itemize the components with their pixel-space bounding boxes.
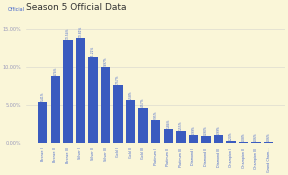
Text: 5.58%: 5.58% <box>129 90 133 100</box>
Text: 7.57%: 7.57% <box>116 75 120 85</box>
Bar <box>176 131 185 143</box>
Bar <box>239 142 248 143</box>
Bar <box>226 141 236 143</box>
Text: 0.99%: 0.99% <box>217 125 221 135</box>
Bar <box>88 57 98 143</box>
Text: 8.74%: 8.74% <box>53 66 57 76</box>
Bar <box>76 38 85 143</box>
Bar <box>51 76 60 143</box>
Text: 0.06%: 0.06% <box>267 132 271 142</box>
Bar <box>63 40 73 143</box>
Text: Official: Official <box>8 7 25 12</box>
Text: 2.95%: 2.95% <box>154 110 158 120</box>
Bar <box>189 135 198 143</box>
Bar <box>126 100 135 143</box>
Text: 0.08%: 0.08% <box>242 132 246 142</box>
Text: 0.99%: 0.99% <box>192 125 196 135</box>
Bar <box>38 102 48 143</box>
Text: 0.20%: 0.20% <box>229 131 233 141</box>
Text: 0.90%: 0.90% <box>204 125 208 135</box>
Text: 9.97%: 9.97% <box>103 57 107 66</box>
Bar <box>201 136 211 143</box>
Bar <box>101 67 110 143</box>
Text: 0.06%: 0.06% <box>254 132 258 142</box>
Text: 5.41%: 5.41% <box>41 91 45 101</box>
Bar <box>251 142 261 143</box>
Text: 13.81%: 13.81% <box>78 26 82 37</box>
Bar <box>264 142 273 143</box>
Text: 13.54%: 13.54% <box>66 28 70 39</box>
Text: Season 5 Official Data: Season 5 Official Data <box>26 3 127 12</box>
Bar <box>214 135 223 143</box>
Bar <box>151 120 160 143</box>
Bar <box>113 85 123 143</box>
Text: 4.57%: 4.57% <box>141 98 145 107</box>
Text: 11.22%: 11.22% <box>91 46 95 57</box>
Bar <box>164 129 173 143</box>
Bar <box>139 108 148 143</box>
Text: 1.55%: 1.55% <box>179 121 183 130</box>
Text: 1.84%: 1.84% <box>166 119 170 128</box>
